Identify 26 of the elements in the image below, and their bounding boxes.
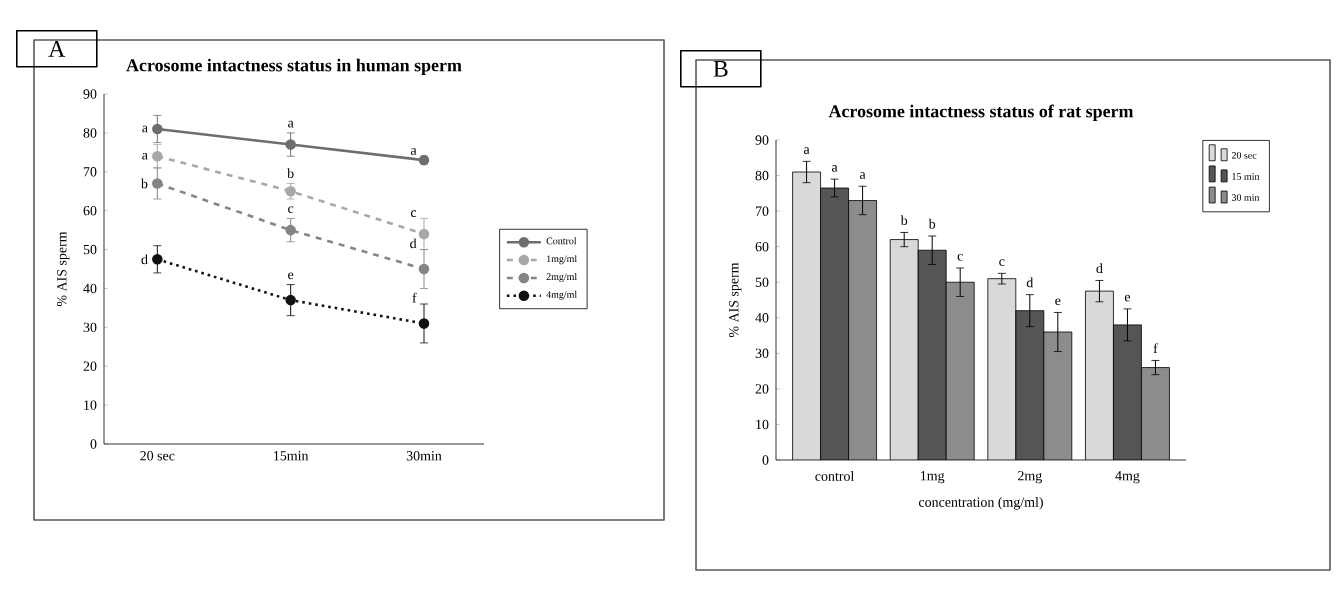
bar [1015, 310, 1044, 460]
point [285, 224, 296, 236]
bar [1113, 324, 1142, 460]
point [152, 178, 163, 189]
bar [792, 172, 821, 460]
bar [848, 200, 877, 460]
text: B [713, 60, 728, 77]
point [418, 263, 430, 275]
point [418, 318, 430, 329]
point [285, 139, 296, 150]
bar [946, 282, 975, 460]
bar [1043, 332, 1072, 460]
bar [987, 278, 1016, 460]
bar [890, 239, 919, 460]
point [152, 123, 163, 135]
chart-title: Acrosome intactness status in human sperm [126, 58, 462, 76]
point [152, 254, 163, 265]
point [418, 228, 430, 240]
bar [1085, 290, 1114, 460]
point [285, 294, 296, 306]
bar [918, 250, 947, 460]
bar [1141, 367, 1170, 460]
point [152, 150, 163, 162]
bar [820, 188, 849, 460]
text: A [48, 40, 66, 57]
chart-title: Acrosome intactness status of rat sperm [828, 104, 1134, 122]
